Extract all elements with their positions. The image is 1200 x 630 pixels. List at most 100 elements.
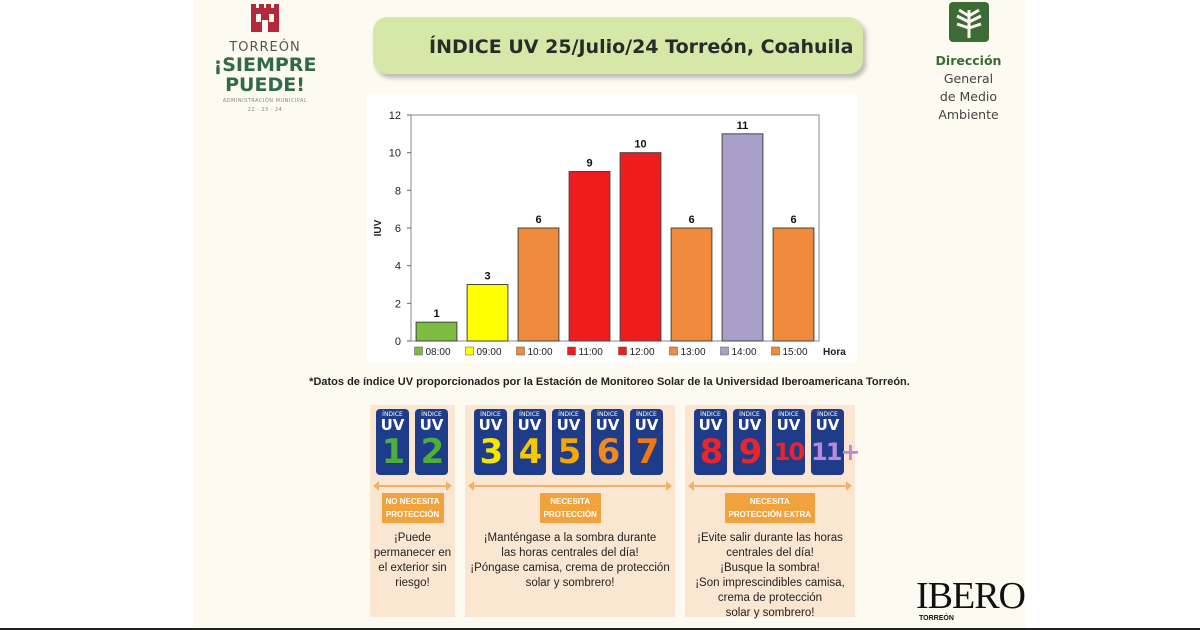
bar-value-label: 3 bbox=[484, 271, 490, 283]
range-arrow bbox=[373, 481, 452, 491]
protection-badge: NECESITA PROTECCIÓN bbox=[539, 493, 601, 523]
card-uv-number: 5 bbox=[557, 432, 582, 472]
protection-advice: ¡Puede permanecer en el exterior sin riesgo… bbox=[370, 531, 455, 591]
card-index-label: ÍNDICE bbox=[636, 411, 657, 418]
legend-label: 11:00 bbox=[579, 347, 604, 358]
leaf-icon bbox=[948, 2, 989, 42]
card-index-label: ÍNDICE bbox=[382, 411, 403, 418]
uv-index-card: ÍNDICE UV 11+ bbox=[811, 409, 861, 475]
card-uv-label: UV bbox=[517, 416, 542, 434]
bar-1300 bbox=[670, 227, 713, 342]
card-index-label: ÍNDICE bbox=[817, 411, 838, 418]
legend-label: 15:00 bbox=[783, 347, 808, 358]
department-rest: General bbox=[943, 71, 994, 86]
advice-line: solar y sombrero! bbox=[525, 577, 615, 589]
bar-1100 bbox=[568, 171, 611, 342]
legend-label: 13:00 bbox=[681, 347, 706, 358]
bar-value-label: 6 bbox=[790, 214, 796, 226]
logo-admin-text: ADMINISTRACIÓN MUNICIPAL bbox=[222, 98, 308, 104]
y-tick-label: 4 bbox=[395, 261, 401, 273]
y-tick-label: 0 bbox=[395, 336, 401, 348]
uv-index-card: ÍNDICE UV 9 bbox=[733, 409, 766, 475]
badge-line: NECESITA bbox=[749, 497, 790, 506]
legend-swatch bbox=[516, 346, 525, 356]
card-uv-label: UV bbox=[737, 416, 762, 434]
logo-city-name: TORREÓN bbox=[229, 40, 301, 55]
legend-swatch bbox=[414, 346, 423, 356]
bar-0800 bbox=[415, 321, 458, 342]
advice-line: permanecer en bbox=[373, 547, 452, 559]
uv-scale-panel-3: ÍNDICE UV 8 ÍNDICE UV 9 ÍNDICE UV 10 ÍNDICE UV 11+ N… bbox=[685, 405, 861, 619]
ibero-logo: IBERO TORREÓN bbox=[913, 577, 1028, 622]
department-line2: de Medio Ambiente bbox=[938, 89, 999, 122]
y-tick-label: 2 bbox=[395, 298, 401, 310]
advice-line: crema de protección bbox=[717, 592, 823, 604]
advice-line: centrales del día! bbox=[726, 547, 814, 559]
uv-index-card: ÍNDICE UV 2 bbox=[415, 409, 448, 475]
advice-line: ¡Evite salir durante las horas bbox=[697, 532, 843, 544]
uv-index-card: ÍNDICE UV 8 bbox=[694, 409, 727, 475]
uv-index-card: ÍNDICE UV 10 bbox=[772, 409, 805, 475]
advice-line: ¡Puede bbox=[393, 532, 432, 544]
bottom-divider bbox=[0, 628, 1200, 630]
uv-index-card: ÍNDICE UV 3 bbox=[474, 409, 507, 475]
advice-line: ¡Póngase camisa, crema de protección bbox=[470, 562, 670, 574]
card-uv-label: UV bbox=[776, 416, 801, 434]
card-index-label: ÍNDICE bbox=[519, 411, 540, 418]
card-uv-label: UV bbox=[595, 416, 620, 434]
torreon-logo: TORREÓN ¡SIEMPRE PUEDE! ADMINISTRACIÓN M… bbox=[205, 0, 325, 125]
bar-0900 bbox=[466, 284, 509, 342]
department-bold: Dirección bbox=[935, 53, 1002, 68]
uv-index-card: ÍNDICE UV 4 bbox=[513, 409, 546, 475]
legend-swatch bbox=[567, 346, 576, 356]
legend-swatch bbox=[771, 346, 780, 356]
card-uv-number: 3 bbox=[479, 432, 504, 472]
logo-slogan-line1: ¡SIEMPRE bbox=[213, 54, 317, 76]
y-axis-label: IUV bbox=[373, 219, 384, 236]
protection-advice: ¡Evite salir durante las horas centrales … bbox=[685, 531, 855, 621]
card-uv-label: UV bbox=[698, 416, 723, 434]
card-uv-label: UV bbox=[815, 416, 840, 434]
legend-label: 09:00 bbox=[477, 347, 502, 358]
y-tick-label: 12 bbox=[389, 110, 401, 122]
legend-swatch bbox=[669, 346, 678, 356]
uv-scale-panel-1: ÍNDICE UV 1 ÍNDICE UV 2 NO NECESITA PROTECCIÓN ¡… bbox=[370, 405, 455, 617]
uv-index-card: ÍNDICE UV 6 bbox=[591, 409, 624, 475]
card-uv-number: 2 bbox=[420, 432, 445, 472]
bar-value-label: 6 bbox=[688, 214, 694, 226]
uv-index-card: ÍNDICE UV 5 bbox=[552, 409, 585, 475]
castle-icon bbox=[251, 4, 279, 32]
bar-1400 bbox=[721, 133, 764, 342]
bar-value-label: 1 bbox=[433, 308, 439, 320]
uv-bar-chart: 0 2 4 6 8 10 12 IUV 1 3 6 9 10 6 11 6 08:00 09:00 10:00 11:… bbox=[373, 110, 846, 358]
badge-line: PROTECCIÓN EXTRA bbox=[728, 510, 812, 519]
card-uv-label: UV bbox=[380, 416, 405, 434]
bar-value-label: 9 bbox=[586, 158, 592, 170]
bar-1500 bbox=[772, 227, 815, 342]
bar-1000 bbox=[517, 227, 560, 342]
range-arrow bbox=[468, 481, 672, 491]
card-uv-number: 8 bbox=[699, 432, 724, 472]
badge-line: NECESITA bbox=[550, 497, 591, 506]
card-uv-number: 10 bbox=[773, 438, 805, 466]
uv-chart-area: 0 2 4 6 8 10 12 IUV 1 3 6 9 10 6 11 6 08:00 09:00 10:00 11:… bbox=[367, 93, 857, 363]
advice-line: las horas centrales del día! bbox=[501, 547, 639, 559]
card-index-label: ÍNDICE bbox=[558, 411, 579, 418]
card-uv-label: UV bbox=[419, 416, 444, 434]
card-uv-number: 11+ bbox=[811, 438, 861, 466]
uv-scale-panel-2: ÍNDICE UV 3 ÍNDICE UV 4 ÍNDICE UV 5 ÍNDICE UV 6 ÍNDI… bbox=[465, 405, 675, 617]
protection-badge: NECESITA PROTECCIÓN EXTRA bbox=[724, 493, 816, 523]
uv-index-card: ÍNDICE UV 7 bbox=[630, 409, 663, 475]
ibero-city: TORREÓN bbox=[919, 615, 954, 622]
y-tick-label: 6 bbox=[395, 223, 401, 235]
legend-label: 08:00 bbox=[426, 347, 451, 358]
card-uv-label: UV bbox=[556, 416, 581, 434]
x-axis-label: Hora bbox=[823, 347, 846, 358]
legend-label: 12:00 bbox=[630, 347, 655, 358]
protection-advice: ¡Manténgase a la sombra durante las horas… bbox=[465, 531, 675, 591]
card-uv-number: 9 bbox=[738, 432, 763, 472]
card-uv-number: 7 bbox=[635, 432, 660, 472]
card-index-label: ÍNDICE bbox=[597, 411, 618, 418]
advice-line: ¡Son imprescindibles camisa, bbox=[695, 577, 845, 589]
advice-line: el exterior sin bbox=[378, 562, 447, 574]
